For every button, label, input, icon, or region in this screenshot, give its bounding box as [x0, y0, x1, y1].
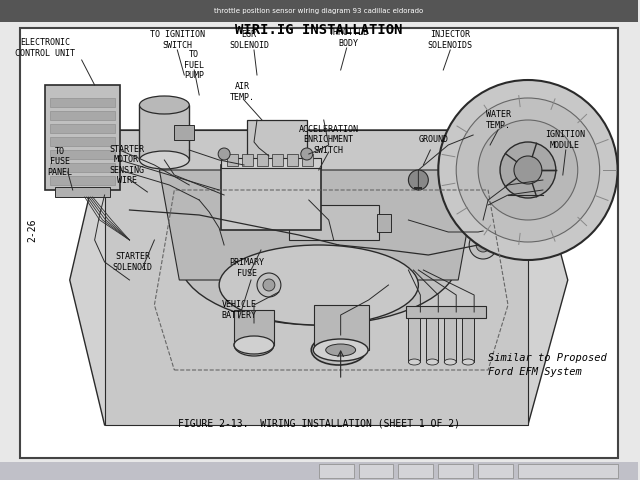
Circle shape	[408, 170, 428, 190]
Bar	[0, 0, 637, 22]
Ellipse shape	[444, 359, 456, 365]
Bar	[358, 464, 394, 478]
Circle shape	[272, 160, 282, 170]
Circle shape	[294, 160, 304, 170]
Circle shape	[263, 279, 275, 291]
Text: WIRI.IG INSTALLATION: WIRI.IG INSTALLATION	[235, 23, 403, 37]
Bar	[140, 105, 189, 160]
Ellipse shape	[179, 195, 458, 325]
Bar	[50, 111, 115, 120]
Bar	[55, 187, 109, 197]
Bar	[227, 154, 238, 166]
Ellipse shape	[462, 359, 474, 365]
Circle shape	[456, 98, 600, 242]
Bar	[408, 312, 420, 362]
Text: VEHICLE
BATTERY: VEHICLE BATTERY	[221, 300, 257, 320]
Ellipse shape	[219, 245, 419, 325]
Bar	[50, 150, 115, 159]
Bar	[247, 120, 307, 165]
Bar	[302, 154, 313, 166]
Circle shape	[514, 156, 542, 184]
Bar	[414, 187, 422, 190]
Bar	[50, 137, 115, 146]
Text: TO
FUEL
PUMP: TO FUEL PUMP	[184, 50, 204, 80]
Bar	[50, 163, 115, 172]
Ellipse shape	[234, 336, 274, 354]
Polygon shape	[104, 130, 528, 425]
Text: THROTTLE
BODY: THROTTLE BODY	[328, 28, 369, 48]
Bar	[426, 312, 438, 362]
Bar	[0, 462, 637, 480]
Circle shape	[500, 142, 556, 198]
Text: IGNITION
MODULE: IGNITION MODULE	[545, 130, 585, 150]
Circle shape	[301, 148, 313, 160]
Bar	[314, 305, 369, 350]
Text: TO
FUSE
PANEL: TO FUSE PANEL	[47, 147, 72, 177]
Ellipse shape	[426, 359, 438, 365]
Text: ELECTRONIC
CONTROL UNIT: ELECTRONIC CONTROL UNIT	[15, 38, 75, 58]
Text: AIR
TEMP.: AIR TEMP.	[230, 82, 255, 102]
Bar	[50, 176, 115, 185]
Ellipse shape	[311, 335, 366, 365]
Circle shape	[257, 273, 281, 297]
Ellipse shape	[234, 334, 274, 356]
Bar	[518, 464, 618, 478]
Text: 2-26: 2-26	[27, 218, 37, 242]
Polygon shape	[70, 130, 568, 425]
Bar	[221, 165, 321, 230]
Bar	[221, 158, 321, 168]
Ellipse shape	[408, 359, 420, 365]
Text: INJECTOR
SOLENOIDS: INJECTOR SOLENOIDS	[428, 30, 473, 50]
Bar	[478, 464, 513, 478]
Text: FIGURE 2-13.  WIRING INSTALLATION (SHEET 1 OF 2): FIGURE 2-13. WIRING INSTALLATION (SHEET …	[178, 418, 460, 428]
Ellipse shape	[140, 151, 189, 169]
Bar	[50, 98, 115, 107]
Text: PRIMARY
FUSE: PRIMARY FUSE	[230, 258, 264, 278]
Text: STARTER
SOLENOID: STARTER SOLENOID	[113, 252, 152, 272]
Circle shape	[250, 160, 260, 170]
Bar	[399, 464, 433, 478]
Circle shape	[218, 148, 230, 160]
Text: STARTER
MOTOR
SENSING
WIRE: STARTER MOTOR SENSING WIRE	[109, 145, 144, 185]
Text: ACCELERATION
ENRICHMENT
SWITCH: ACCELERATION ENRICHMENT SWITCH	[299, 125, 358, 155]
Bar	[287, 154, 298, 166]
Circle shape	[283, 160, 293, 170]
Circle shape	[469, 231, 497, 259]
Bar	[20, 28, 618, 458]
Bar	[257, 154, 268, 166]
Bar	[272, 154, 283, 166]
Bar	[462, 312, 474, 362]
Text: Similar to Proposed
Ford EFM System: Similar to Proposed Ford EFM System	[488, 353, 607, 377]
Polygon shape	[159, 170, 478, 280]
Circle shape	[476, 238, 490, 252]
Bar	[234, 310, 274, 345]
Bar	[438, 464, 473, 478]
Bar	[406, 306, 486, 318]
Text: TO IGNITION
SWITCH: TO IGNITION SWITCH	[150, 30, 205, 50]
Bar	[444, 312, 456, 362]
Circle shape	[438, 80, 618, 260]
Text: WATER
TEMP.: WATER TEMP.	[486, 110, 511, 130]
Ellipse shape	[326, 344, 356, 356]
Text: EGR
SOLENOID: EGR SOLENOID	[229, 30, 269, 50]
Bar	[45, 85, 120, 190]
Ellipse shape	[140, 96, 189, 114]
Bar	[174, 125, 194, 140]
Bar	[573, 187, 591, 202]
Bar	[319, 464, 354, 478]
Bar	[376, 214, 392, 232]
Bar	[242, 154, 253, 166]
Bar	[543, 150, 598, 210]
Bar	[289, 205, 378, 240]
Bar	[50, 124, 115, 133]
Ellipse shape	[313, 339, 368, 361]
Bar	[548, 162, 568, 202]
Circle shape	[261, 160, 271, 170]
Circle shape	[478, 120, 578, 220]
Text: GROUND: GROUND	[419, 135, 448, 144]
Text: throttle position sensor wiring diagram 93 cadillac eldorado: throttle position sensor wiring diagram …	[214, 8, 424, 14]
